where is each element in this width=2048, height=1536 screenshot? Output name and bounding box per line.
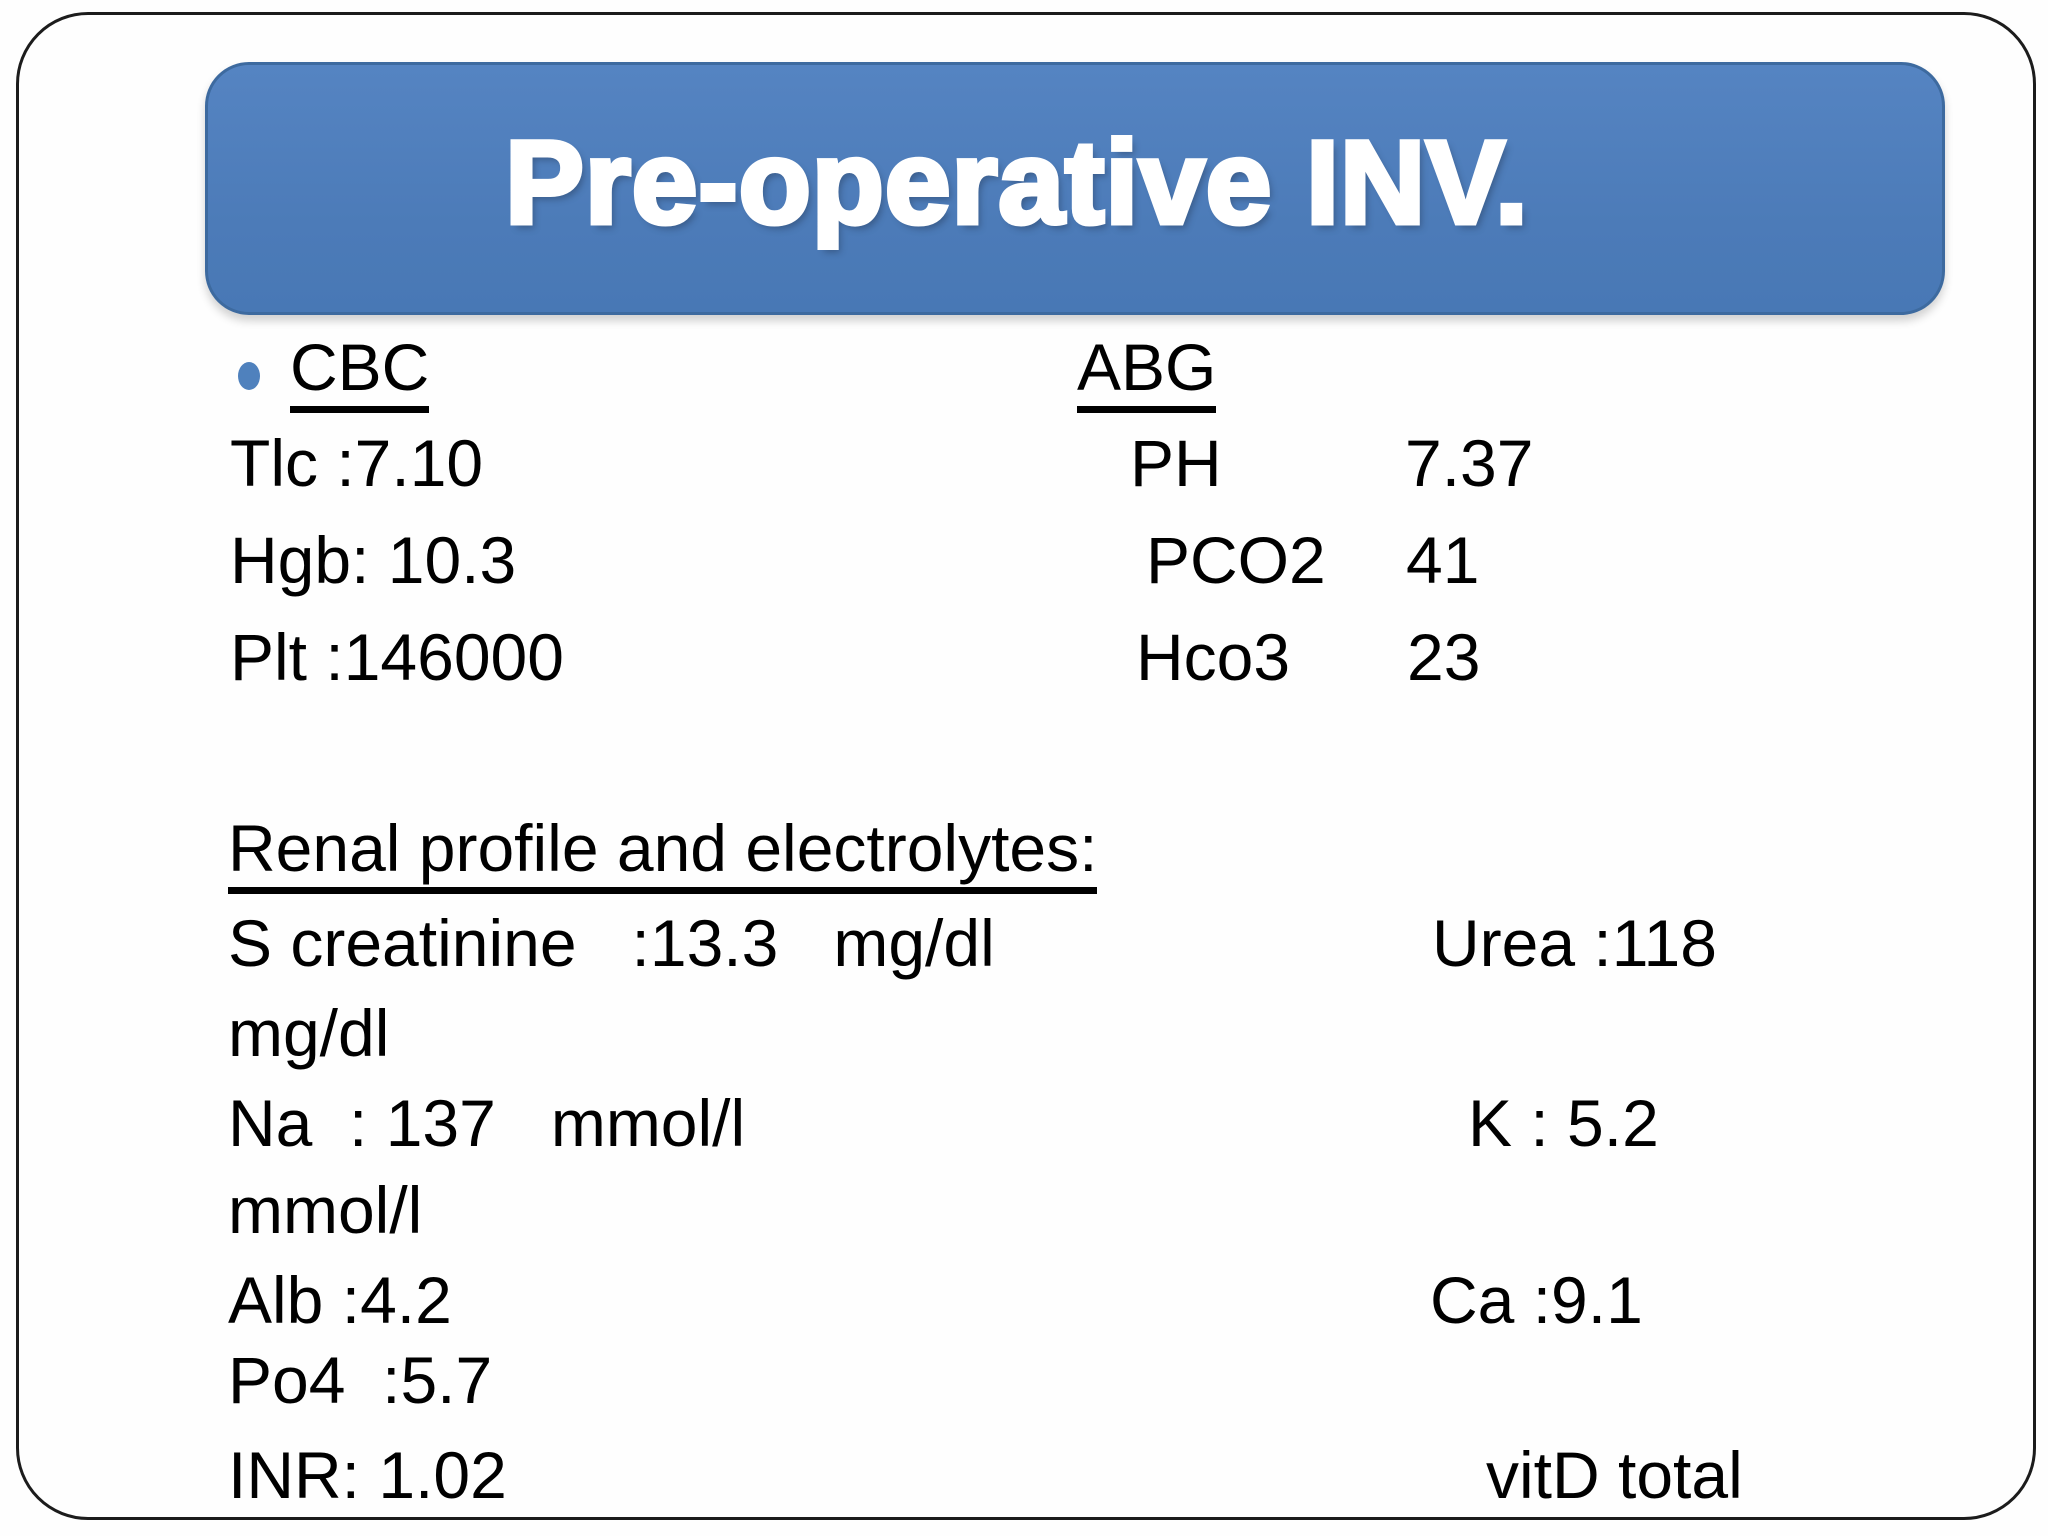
cbc-heading: CBC <box>290 334 430 413</box>
abg-ph-value: 7.37 <box>1405 426 1534 500</box>
abg-pco2-label: PCO2 <box>1146 523 1326 597</box>
renal-heading: Renal profile and electrolytes: <box>228 815 1098 894</box>
renal-po4-value: Po4 :5.7 <box>228 1343 493 1417</box>
renal-urea-value: Urea :118 <box>1432 906 1717 980</box>
slide-border <box>16 12 2036 1520</box>
abg-ph-label: PH <box>1130 426 1222 500</box>
cbc-tlc-value: Tlc :7.10 <box>230 426 484 500</box>
renal-vitd-label: vitD total <box>1486 1438 1743 1512</box>
renal-k-unit-wrap: mmol/l <box>228 1173 423 1247</box>
renal-inr-value: INR: 1.02 <box>228 1438 507 1512</box>
abg-hco3-value: 23 <box>1407 620 1481 694</box>
renal-alb-value: Alb :4.2 <box>228 1263 452 1337</box>
abg-heading: ABG <box>1077 334 1217 413</box>
abg-hco3-label: Hco3 <box>1136 620 1291 694</box>
cbc-hgb-value: Hgb: 10.3 <box>230 523 517 597</box>
renal-creatinine-value: S creatinine :13.3 mg/dl <box>228 906 995 980</box>
slide-title: Pre-operative INV. <box>503 114 1531 251</box>
bullet-dot-icon <box>238 362 260 390</box>
cbc-plt-value: Plt :146000 <box>230 620 564 694</box>
renal-k-value: K : 5.2 <box>1468 1086 1659 1160</box>
abg-pco2-value: 41 <box>1406 523 1480 597</box>
renal-urea-unit-wrap: mg/dl <box>228 996 390 1070</box>
renal-ca-value: Ca :9.1 <box>1430 1263 1643 1337</box>
title-banner: Pre-operative INV. <box>205 62 1945 315</box>
renal-na-value: Na : 137 mmol/l <box>228 1086 746 1160</box>
